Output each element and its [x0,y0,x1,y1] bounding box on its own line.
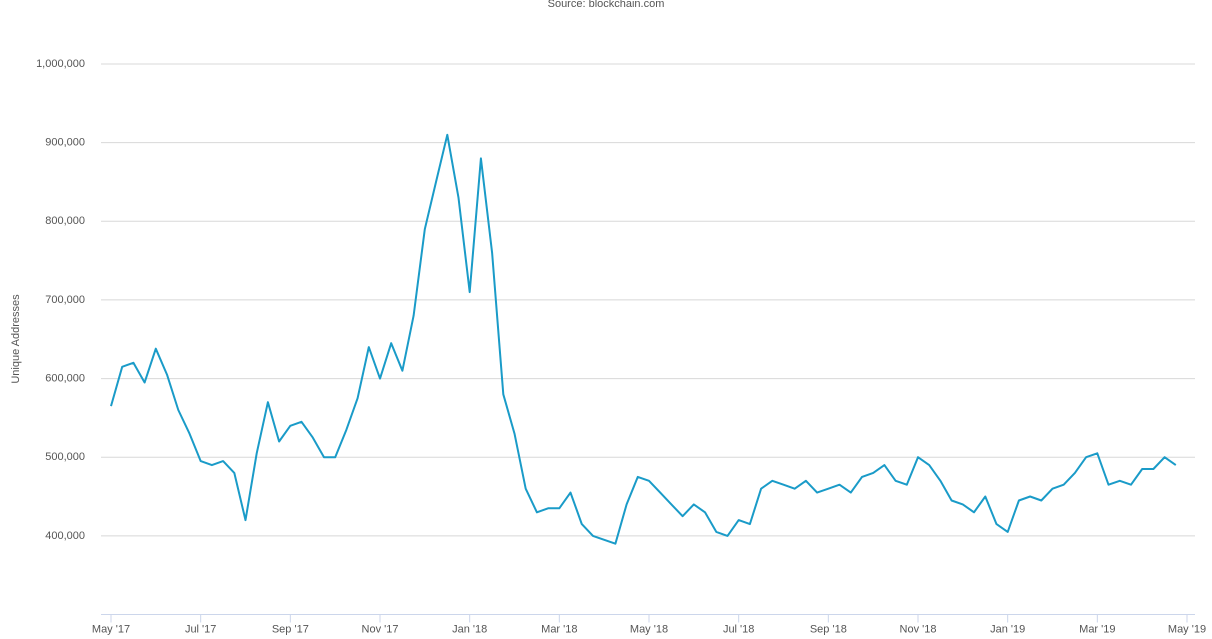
x-tick-label: Mar '19 [1079,623,1115,635]
x-tick-label: May '19 [1168,623,1206,635]
x-tick-label: Jan '18 [452,623,487,635]
x-tick-label: Jan '19 [990,623,1025,635]
y-tick-label: 400,000 [45,530,85,542]
x-tick-label: Jul '18 [723,623,754,635]
x-tick-label: Mar '18 [541,623,577,635]
x-tick-label: Nov '18 [900,623,937,635]
chart-subtitle: Source: blockchain.com [548,0,665,10]
data-line [110,133,1177,545]
x-tick-label: Nov '17 [362,623,399,635]
x-tick-label: Sep '18 [810,623,847,635]
x-tick-label: Jul '17 [185,623,216,635]
x-tick-label: Sep '17 [272,623,309,635]
y-tick-label: 700,000 [45,294,85,306]
x-tick-label: May '18 [630,623,668,635]
x-tick-label: May '17 [92,623,130,635]
y-tick-label: 900,000 [45,137,85,149]
y-tick-label: 800,000 [45,215,85,227]
y-tick-label: 500,000 [45,451,85,463]
y-tick-label: 1,000,000 [36,58,85,70]
y-axis-title: Unique Addresses [10,294,22,384]
y-tick-label: 600,000 [45,372,85,384]
